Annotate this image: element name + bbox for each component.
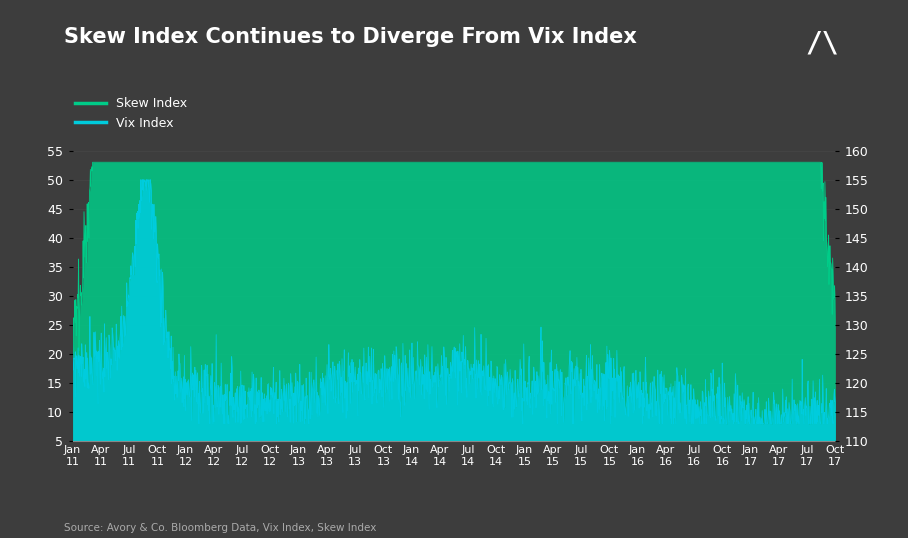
Text: Skew Index Continues to Diverge From Vix Index: Skew Index Continues to Diverge From Vix… (64, 27, 637, 47)
Text: Source: Avory & Co. Bloomberg Data, Vix Index, Skew Index: Source: Avory & Co. Bloomberg Data, Vix … (64, 522, 376, 533)
Text: /\: /\ (805, 30, 838, 58)
Legend: Skew Index, Vix Index: Skew Index, Vix Index (70, 93, 192, 134)
